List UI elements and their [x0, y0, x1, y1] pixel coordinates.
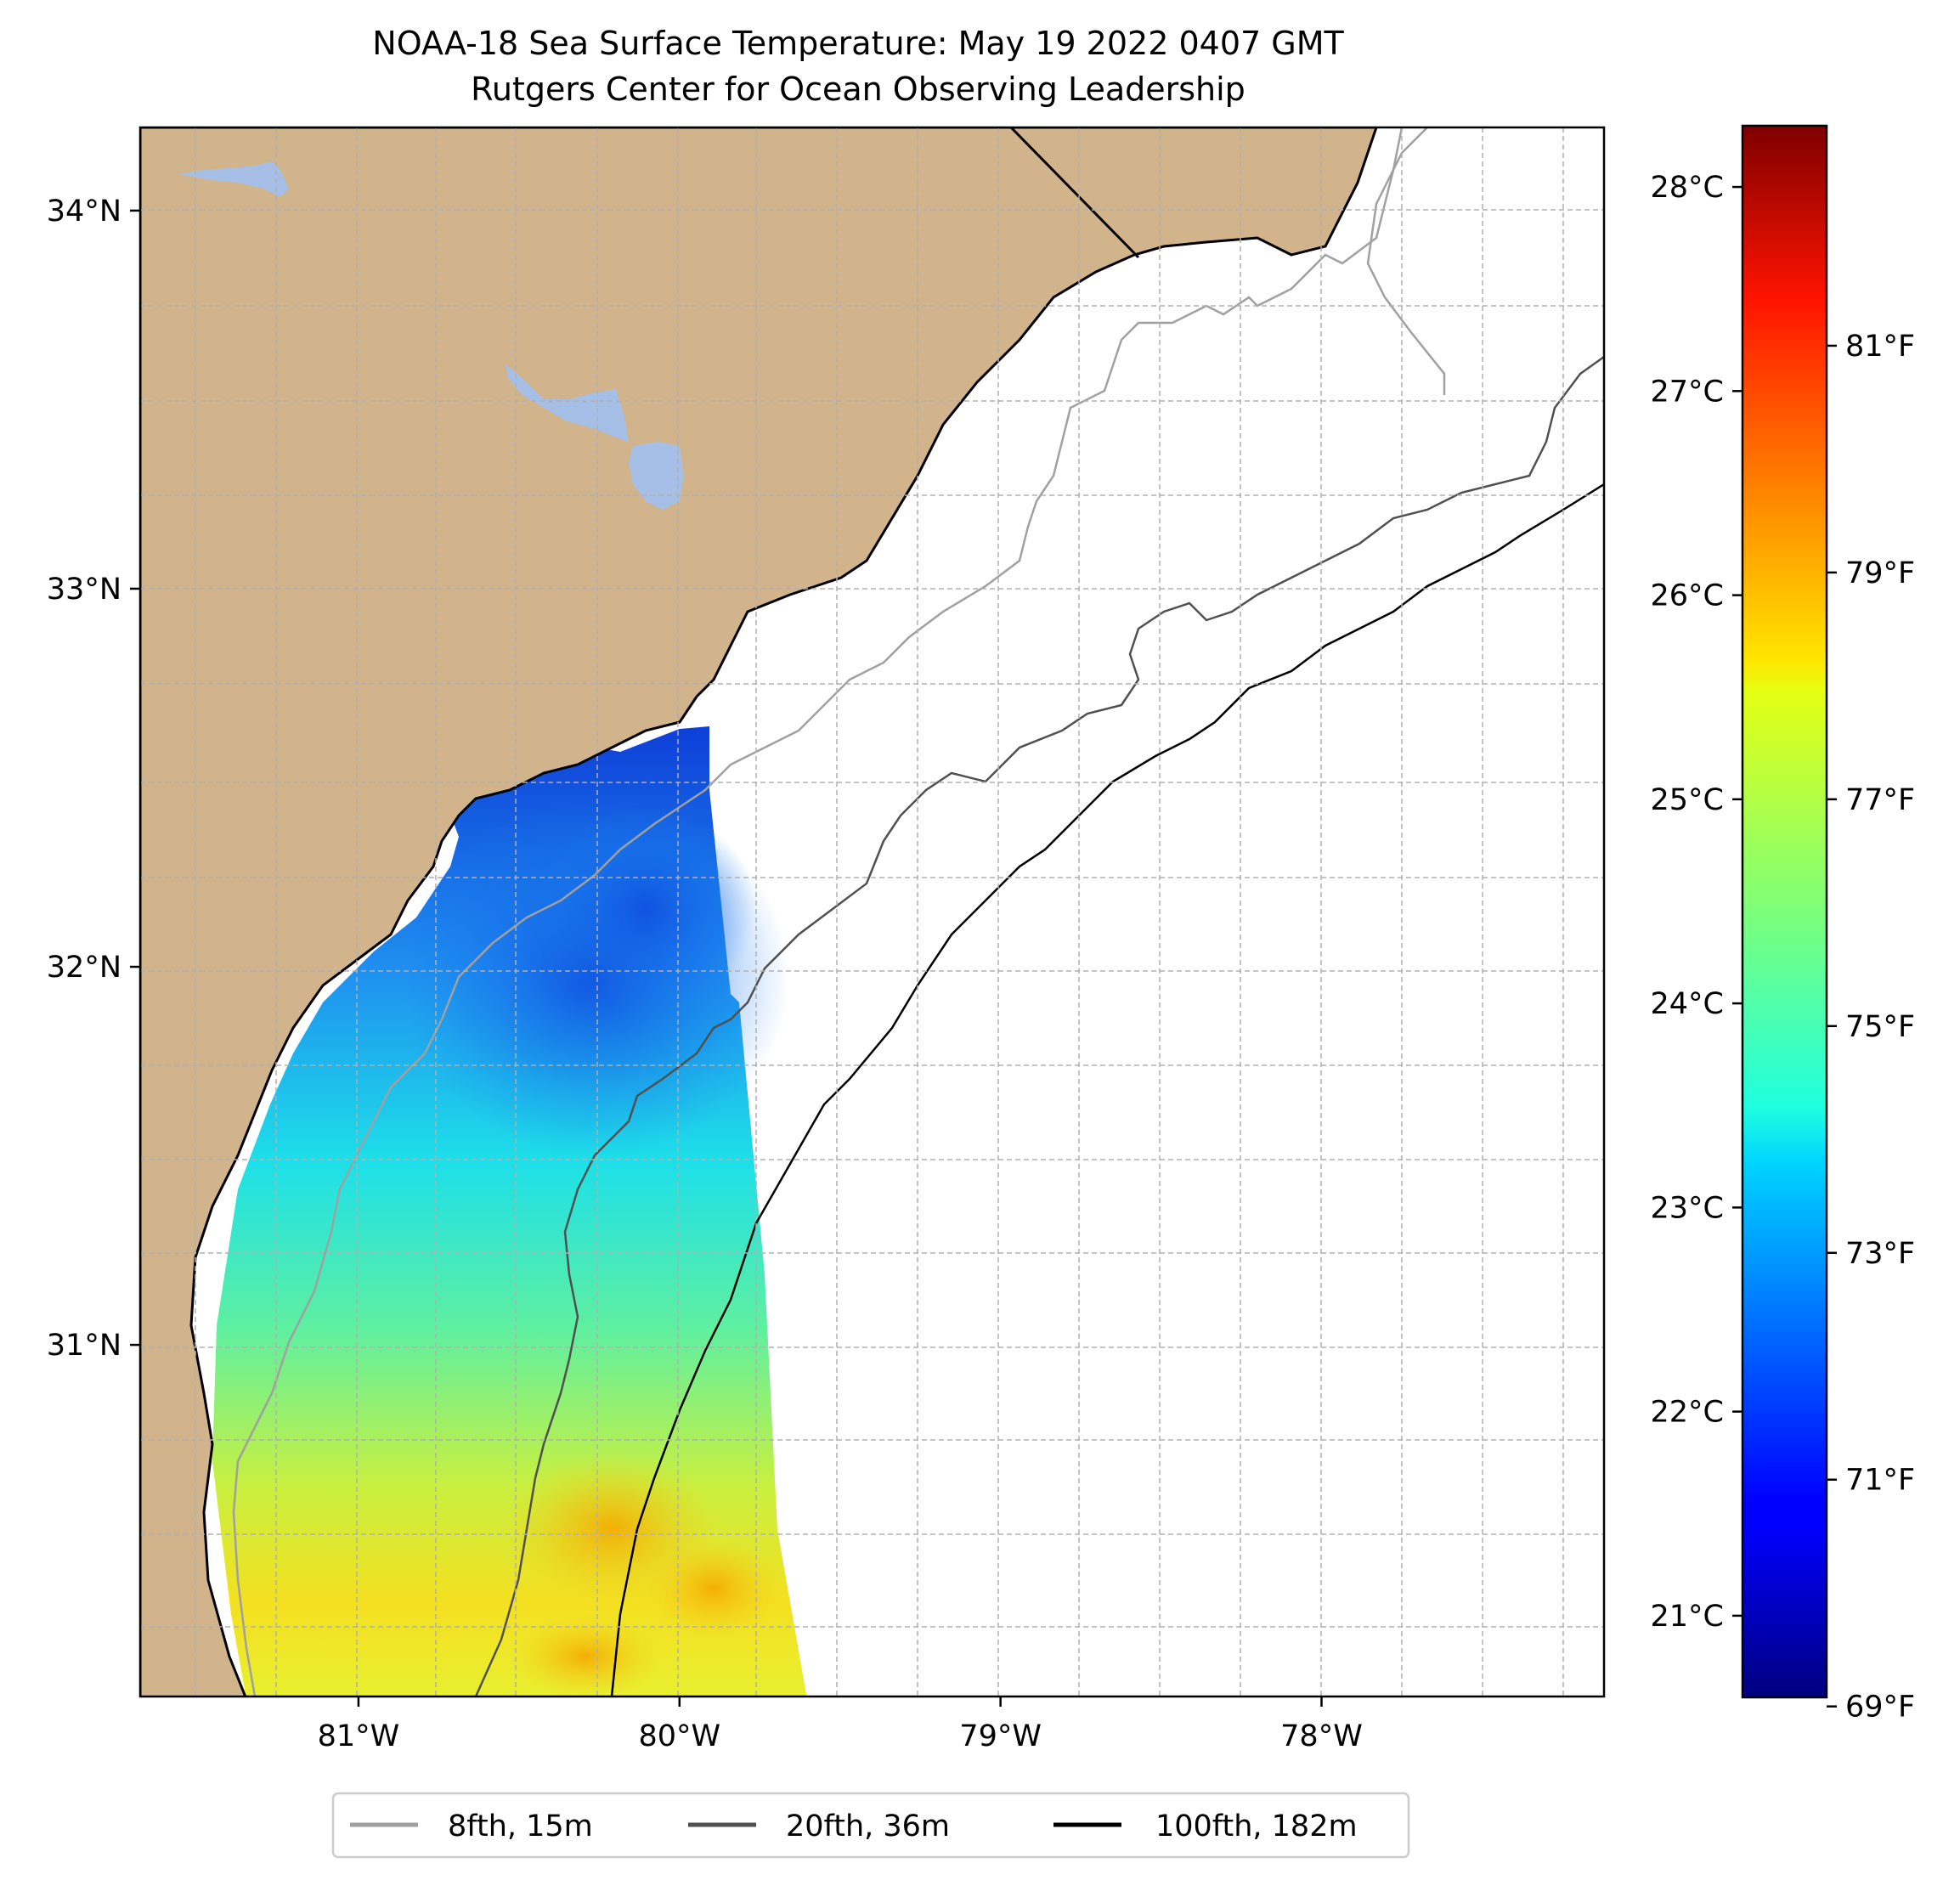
celsius-tick-label: 21°C: [1651, 1600, 1724, 1634]
contour-8fth-north: [1366, 127, 1446, 395]
lon-tick-label: 80°W: [638, 1719, 720, 1753]
lake-marion: [506, 364, 629, 442]
contour-100fth: [610, 483, 1604, 1697]
colorbar-ticks: 21°C 22°C 23°C 24°C 25°C 26°C 27°C 28°C 69°F 71°F…: [1651, 171, 1916, 1725]
lat-tick-label: 32°N: [47, 951, 121, 985]
lake-moultrie: [178, 161, 289, 197]
lon-tick-label: 79°W: [959, 1719, 1042, 1753]
fahrenheit-tick-label: 69°F: [1845, 1691, 1915, 1725]
fahrenheit-tick-label: 75°F: [1845, 1010, 1915, 1044]
celsius-tick-label: 26°C: [1651, 579, 1724, 613]
legend-label-100fth: 100fth, 182m: [1155, 1809, 1358, 1843]
map-frame: [138, 126, 1606, 1698]
contour-20fth: [474, 355, 1604, 1697]
legend-box: [331, 1792, 1410, 1859]
chart-subtitle: Rutgers Center for Ocean Observing Leade…: [471, 71, 1245, 108]
celsius-tick-label: 28°C: [1651, 171, 1724, 205]
celsius-tick-label: 24°C: [1651, 987, 1724, 1021]
legend: 8fth, 15m 20fth, 36m 100fth, 182m: [331, 1792, 1410, 1859]
gridlines: [140, 127, 1604, 1697]
legend-label-8fth: 8fth, 15m: [448, 1809, 593, 1843]
lat-tick-label: 31°N: [47, 1329, 121, 1363]
fahrenheit-tick-label: 71°F: [1845, 1464, 1915, 1498]
colorbar: [1741, 124, 1828, 1699]
map-axes: 81°W 80°W 79°W 78°W 34°N 33°N 32°N 31°N: [47, 195, 1363, 1753]
legend-label-20fth: 20fth, 36m: [786, 1809, 950, 1843]
celsius-tick-label: 23°C: [1651, 1191, 1724, 1225]
state-boundary: [1009, 127, 1140, 259]
lon-tick-label: 78°W: [1280, 1719, 1363, 1753]
chart-title: NOAA-18 Sea Surface Temperature: May 19 …: [372, 25, 1344, 62]
lake-moultrie-south: [629, 442, 684, 510]
celsius-tick-label: 22°C: [1651, 1396, 1724, 1430]
fahrenheit-tick-label: 81°F: [1845, 330, 1915, 364]
fahrenheit-tick-label: 73°F: [1845, 1237, 1915, 1271]
fahrenheit-tick-label: 77°F: [1845, 783, 1915, 817]
land-north: [140, 127, 1378, 1697]
map-area: [140, 127, 1604, 1697]
lat-tick-label: 34°N: [47, 195, 121, 229]
sst-swath: [212, 726, 807, 1697]
lon-tick-label: 81°W: [318, 1719, 400, 1753]
celsius-tick-label: 25°C: [1651, 783, 1724, 817]
fahrenheit-tick-label: 79°F: [1845, 556, 1915, 590]
lat-tick-label: 33°N: [47, 573, 121, 607]
celsius-tick-label: 27°C: [1651, 375, 1724, 409]
